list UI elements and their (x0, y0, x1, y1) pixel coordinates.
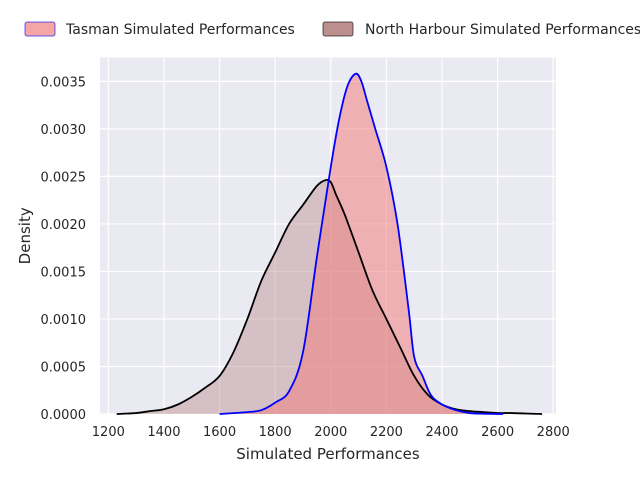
legend-swatch-north-harbour (322, 21, 354, 37)
x-axis-ticks: 1200 1400 1600 1800 2000 2200 2400 2600 2800 (92, 425, 570, 440)
x-tick-label: 2000 (314, 425, 347, 440)
x-tick-label: 1400 (147, 425, 180, 440)
x-tick-label: 2800 (537, 425, 570, 440)
y-tick-label: 0.0035 (41, 75, 87, 90)
y-axis-label: Density (16, 207, 34, 264)
x-tick-label: 2600 (481, 425, 514, 440)
x-axis-label: Simulated Performances (236, 445, 420, 463)
series-layer (116, 72, 543, 415)
y-tick-label: 0.0015 (41, 265, 87, 280)
x-tick-label: 1800 (259, 425, 292, 440)
x-tick-label: 2400 (425, 425, 458, 440)
series-line-0 (219, 72, 504, 415)
x-tick-label: 2200 (370, 425, 403, 440)
y-tick-label: 0.0020 (41, 218, 87, 233)
legend: Tasman Simulated Performances North Harb… (24, 21, 640, 38)
series-line-1 (116, 178, 543, 415)
legend-swatch-tasman (24, 21, 56, 37)
series-area-0 (219, 73, 504, 414)
legend-label-tasman: Tasman Simulated Performances (65, 22, 295, 38)
y-tick-label: 0.0030 (41, 123, 87, 138)
y-axis-ticks: 0.0000 0.0005 0.0010 0.0015 0.0020 0.0025 0.00… (41, 75, 87, 423)
y-tick-label: 0.0005 (41, 360, 87, 375)
y-tick-label: 0.0025 (41, 170, 87, 185)
x-tick-label: 1200 (92, 425, 125, 440)
x-tick-label: 1600 (203, 425, 236, 440)
y-tick-label: 0.0000 (41, 408, 87, 423)
y-tick-label: 0.0010 (41, 313, 87, 328)
legend-label-north-harbour: North Harbour Simulated Performances (365, 22, 640, 38)
